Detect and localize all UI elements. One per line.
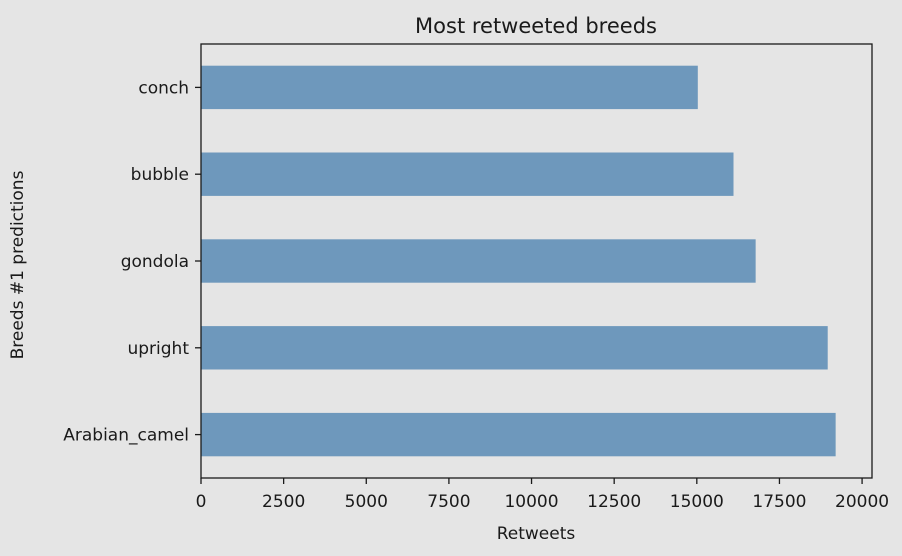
x-tick-label: 2500	[262, 492, 305, 512]
y-tick-label: upright	[127, 339, 189, 359]
x-tick-label: 10000	[504, 492, 558, 512]
x-tick-label: 20000	[835, 492, 889, 512]
chart-title: Most retweeted breeds	[415, 14, 657, 38]
x-axis: 0 2500 5000 7500 10000 12500 15000 17500 20000	[196, 478, 889, 512]
x-tick-label: 15000	[670, 492, 724, 512]
x-tick-label: 7500	[427, 492, 470, 512]
x-tick-label: 17500	[752, 492, 806, 512]
x-tick-label: 12500	[587, 492, 641, 512]
x-tick-label: 0	[196, 492, 207, 512]
bars-layer	[201, 65, 836, 457]
x-axis-label: Retweets	[497, 524, 576, 544]
bar-arabian-camel	[201, 412, 836, 457]
bar-bubble	[201, 152, 734, 196]
bar-upright	[201, 326, 828, 370]
bar-gondola	[201, 239, 756, 283]
x-tick-label: 5000	[345, 492, 388, 512]
y-axis-label: Breeds #1 predictions	[8, 170, 28, 359]
y-tick-label: Arabian_camel	[63, 426, 189, 446]
y-tick-label: bubble	[131, 165, 189, 185]
bar-conch	[201, 65, 698, 110]
y-tick-label: gondola	[121, 252, 189, 272]
y-tick-label: conch	[138, 78, 189, 98]
y-axis: conch bubble gondola upright Arabian_camel	[63, 78, 201, 446]
